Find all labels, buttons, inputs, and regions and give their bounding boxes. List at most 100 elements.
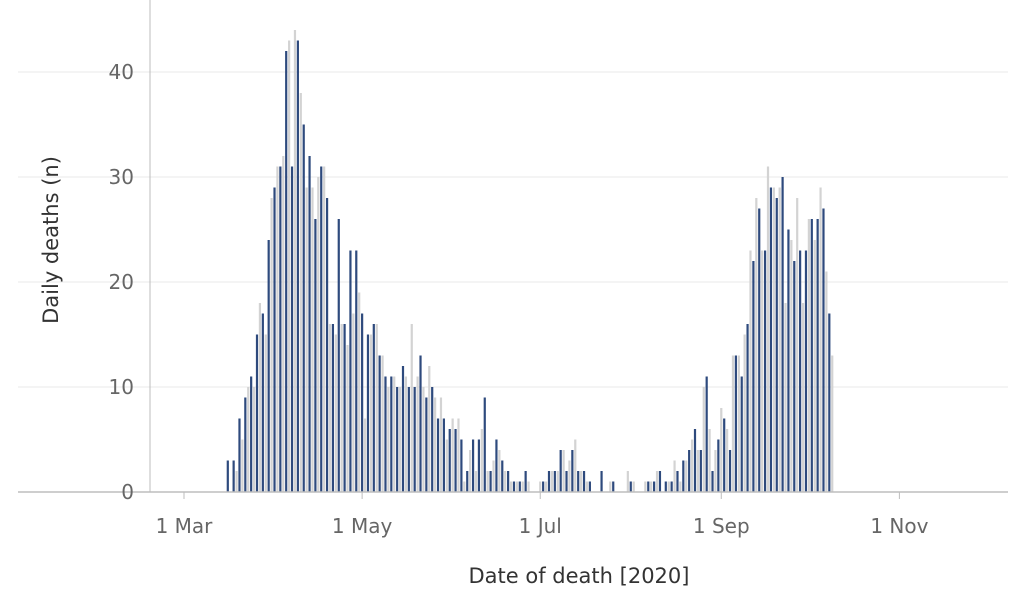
gridlines [18, 71, 1008, 388]
bar [305, 187, 308, 492]
bar [720, 408, 723, 492]
bar [434, 397, 437, 492]
bar [325, 198, 329, 492]
bar [480, 429, 483, 492]
bar [705, 376, 708, 492]
bar [308, 156, 311, 492]
bar [626, 471, 629, 492]
y-tick-label: 20 [109, 270, 134, 294]
bar [550, 471, 554, 492]
bar [463, 481, 466, 492]
x-tick-label: 1 Mar [156, 514, 214, 538]
bar [542, 481, 545, 492]
bar [288, 40, 291, 492]
bar [693, 429, 697, 492]
bar [273, 187, 276, 492]
bar [749, 250, 752, 492]
bar [477, 439, 481, 492]
bar [270, 198, 273, 492]
bar [565, 471, 568, 492]
bar [726, 429, 729, 492]
bar [588, 481, 591, 492]
bar [428, 366, 431, 492]
bar [828, 313, 831, 492]
bar [769, 187, 773, 492]
bar [667, 481, 670, 492]
bar [825, 271, 828, 492]
bar [314, 219, 317, 492]
bar [761, 250, 764, 492]
bar [658, 471, 662, 492]
bar [495, 439, 498, 492]
bar [474, 471, 478, 492]
bar [258, 303, 262, 492]
x-tick-label: 1 Jul [519, 514, 562, 538]
bar [235, 471, 238, 492]
bar [507, 471, 510, 492]
bar [819, 187, 822, 492]
bar [734, 355, 737, 492]
bar [413, 387, 416, 492]
bar [469, 450, 472, 492]
bar [690, 439, 694, 492]
bar [632, 481, 635, 492]
bar [328, 324, 332, 492]
bar [544, 481, 548, 492]
bar [486, 471, 489, 492]
bar [279, 166, 282, 492]
bar [445, 439, 448, 492]
bars [226, 30, 834, 492]
y-tick-label: 10 [109, 375, 134, 399]
bar [232, 460, 235, 492]
bar [740, 376, 743, 492]
y-tick-label: 0 [121, 480, 134, 504]
bar [708, 429, 711, 492]
bar [296, 40, 299, 492]
bar [471, 439, 475, 492]
x-axis-title: Date of death [2020] [469, 564, 690, 588]
bar [831, 355, 834, 492]
bar [515, 481, 518, 492]
bar [801, 303, 805, 492]
bar [363, 418, 367, 492]
bar [311, 187, 314, 492]
bar [352, 313, 355, 492]
bar [366, 334, 370, 492]
bar [226, 460, 229, 492]
bar [404, 376, 408, 492]
bar [401, 366, 405, 492]
bar [737, 355, 740, 492]
bar [524, 471, 527, 492]
bar [361, 313, 364, 492]
bar [752, 261, 755, 492]
bar [539, 481, 542, 492]
bar [755, 198, 758, 492]
bar [436, 418, 440, 492]
bar [369, 334, 372, 492]
bar [717, 439, 720, 492]
bar [679, 481, 682, 492]
bar [375, 324, 378, 492]
bar [723, 418, 726, 492]
bar [255, 334, 259, 492]
bar [763, 250, 767, 492]
bar [340, 324, 343, 492]
bar [451, 418, 454, 492]
x-tick-label: 1 Sep [693, 514, 750, 538]
bar [804, 250, 808, 492]
bar [775, 198, 778, 492]
bar [793, 261, 796, 492]
y-axis-title: Daily deaths (n) [39, 156, 63, 324]
bar [466, 471, 469, 492]
bar [655, 471, 659, 492]
bar [781, 177, 784, 492]
bar [699, 450, 702, 492]
bar [247, 387, 250, 492]
bar [299, 93, 302, 492]
bar [562, 450, 565, 492]
bar [816, 219, 819, 492]
bar [647, 481, 650, 492]
bar [378, 355, 381, 492]
bar [285, 51, 288, 492]
